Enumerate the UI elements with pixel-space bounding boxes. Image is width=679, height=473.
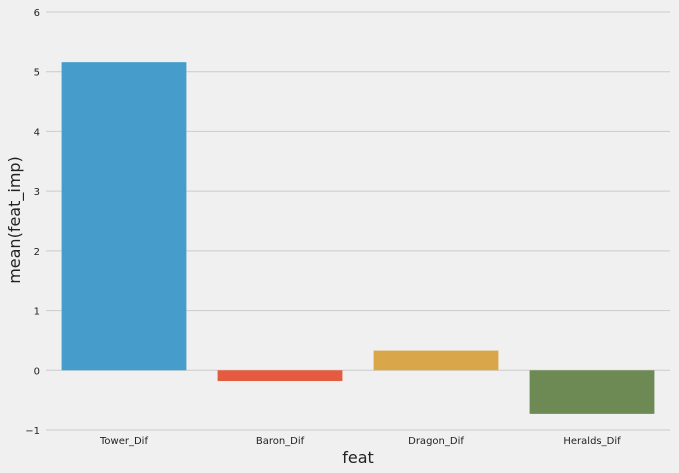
bars	[61, 62, 655, 414]
x-axis-title: feat	[342, 448, 374, 467]
bar-heralds-dif	[529, 370, 655, 414]
x-tick-label: Baron_Dif	[256, 436, 305, 447]
bar-dragon-dif	[373, 350, 499, 371]
bar-tower-dif	[61, 62, 187, 371]
y-axis-title: mean(feat_imp)	[5, 156, 25, 284]
y-tick-label: 1	[34, 307, 40, 318]
y-tick-label: 3	[34, 187, 40, 198]
x-tick-labels: Tower_Dif Baron_Dif Dragon_Dif Heralds_Dif	[99, 436, 621, 447]
x-tick-label: Tower_Dif	[99, 436, 148, 447]
y-tick-label: 4	[34, 127, 40, 138]
y-tick-label: 5	[34, 68, 40, 79]
x-tick-label: Heralds_Dif	[563, 436, 621, 447]
y-tick-label: 6	[34, 8, 40, 19]
x-tick-label: Dragon_Dif	[408, 436, 464, 447]
y-tick-labels: −1 0 1 2 3 4 5 6	[25, 8, 40, 437]
bar-baron-dif	[217, 370, 343, 382]
y-tick-label: −1	[25, 426, 40, 437]
y-tick-label: 0	[34, 366, 40, 377]
y-tick-label: 2	[34, 247, 40, 258]
